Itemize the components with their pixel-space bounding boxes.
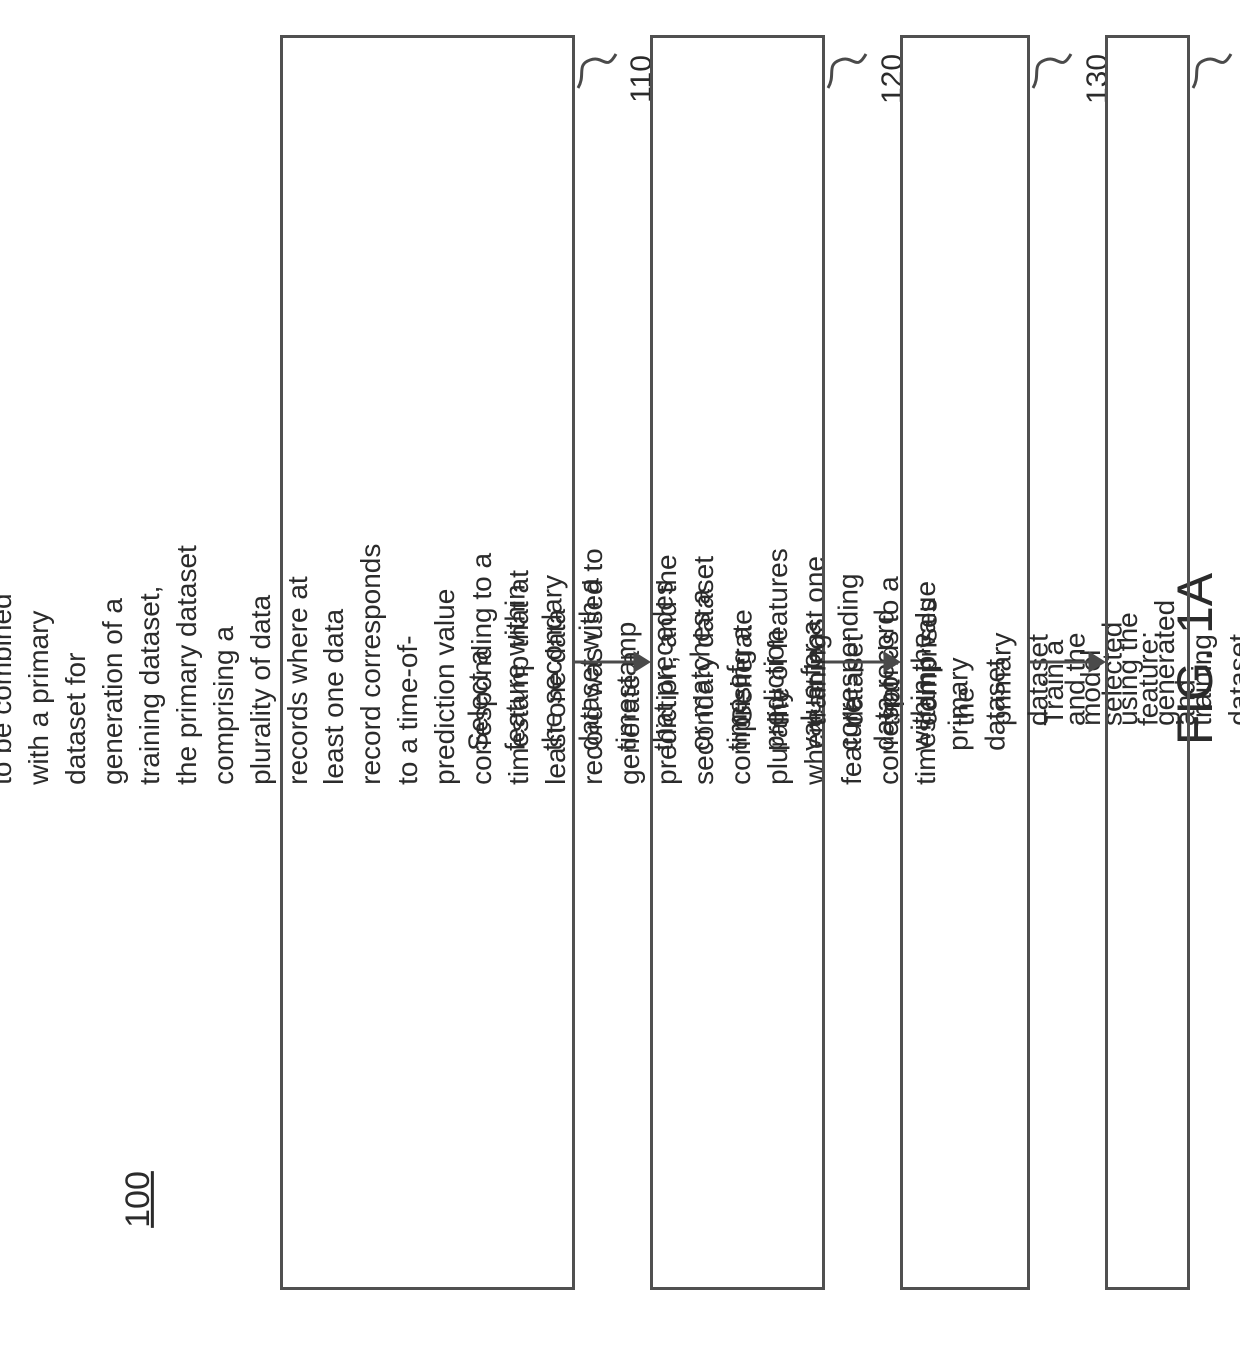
flowchart-arrow [825,647,904,677]
flowchart-step-130: Generate the training dataset that compr… [900,35,1030,1290]
squiggle-connector [576,50,626,90]
squiggle-connector [826,50,876,90]
squiggle-connector [1031,50,1081,90]
flowchart-arrow [1030,647,1109,677]
figure-canvas: 100 FIG. 1A Receive a secondary dataset … [0,0,1240,1356]
flowchart-step-140: Train a model using the generated traini… [1105,35,1190,1290]
squiggle-connector [1191,50,1240,90]
flowchart-arrow [575,647,654,677]
figure-reference-number: 100 [119,1171,158,1228]
